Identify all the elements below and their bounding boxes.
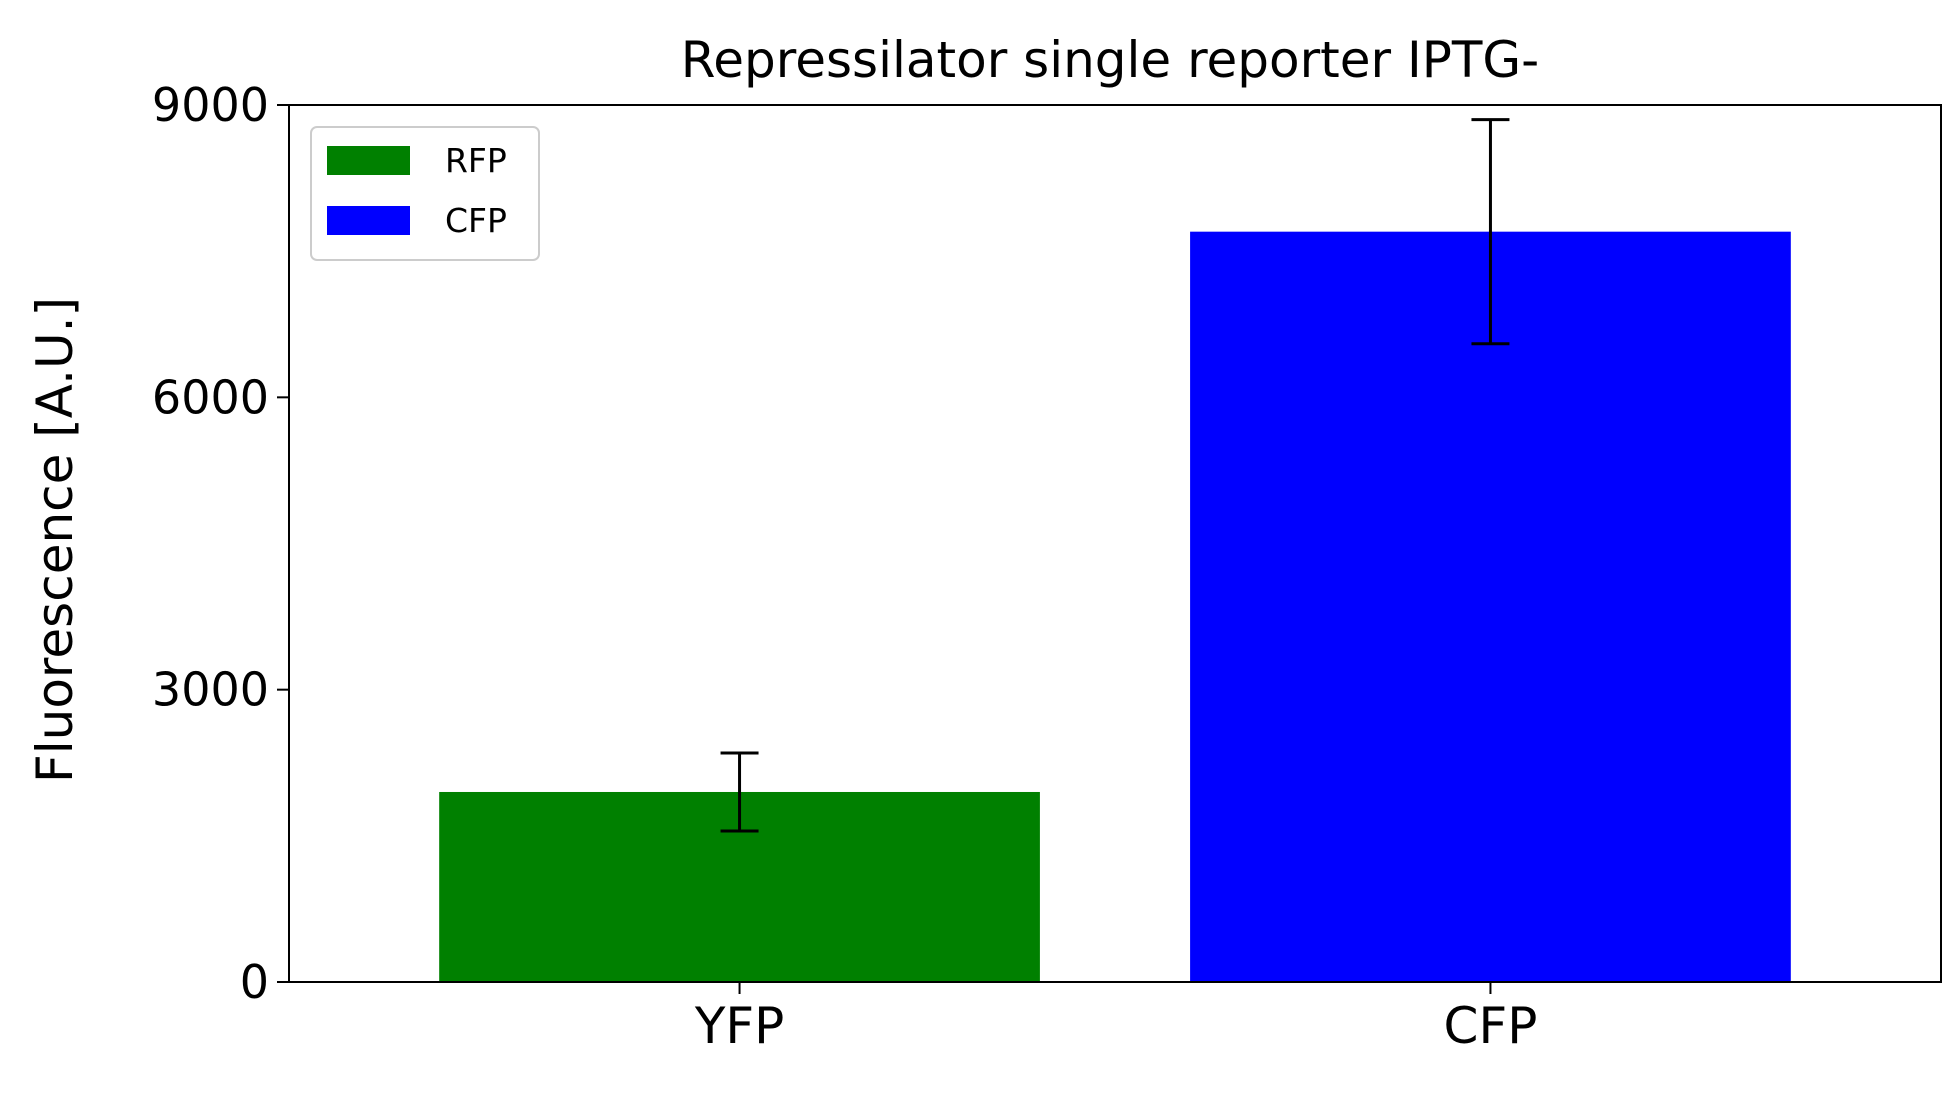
x-tick-label: YFP: [694, 997, 784, 1055]
x-tick-label: CFP: [1444, 997, 1538, 1055]
legend-swatch-cfp: [327, 206, 410, 235]
y-tick-label: 0: [240, 955, 269, 1009]
y-axis-ticks: 0 3000 6000 9000: [152, 78, 289, 1009]
chart-title: Repressilator single reporter IPTG-: [681, 31, 1539, 89]
legend: RFP CFP: [310, 126, 540, 261]
legend-label-cfp: CFP: [445, 201, 507, 240]
y-tick-label: 9000: [152, 78, 269, 132]
legend-swatch-rfp: [327, 146, 410, 175]
legend-label-rfp: RFP: [445, 141, 507, 180]
plot-frame: [288, 104, 1942, 983]
error-bars-layer: [720, 118, 1510, 833]
bars-layer: [439, 231, 1791, 982]
y-tick-label: 3000: [152, 663, 269, 717]
bar-cfp: [1190, 231, 1791, 982]
y-axis-label: Fluorescence [A.U.]: [26, 297, 84, 783]
y-tick-label: 6000: [152, 370, 269, 424]
x-axis-ticks: YFP CFP: [694, 982, 1538, 1055]
error-bar-yfp: [720, 751, 759, 833]
error-bar-cfp: [1471, 118, 1510, 346]
